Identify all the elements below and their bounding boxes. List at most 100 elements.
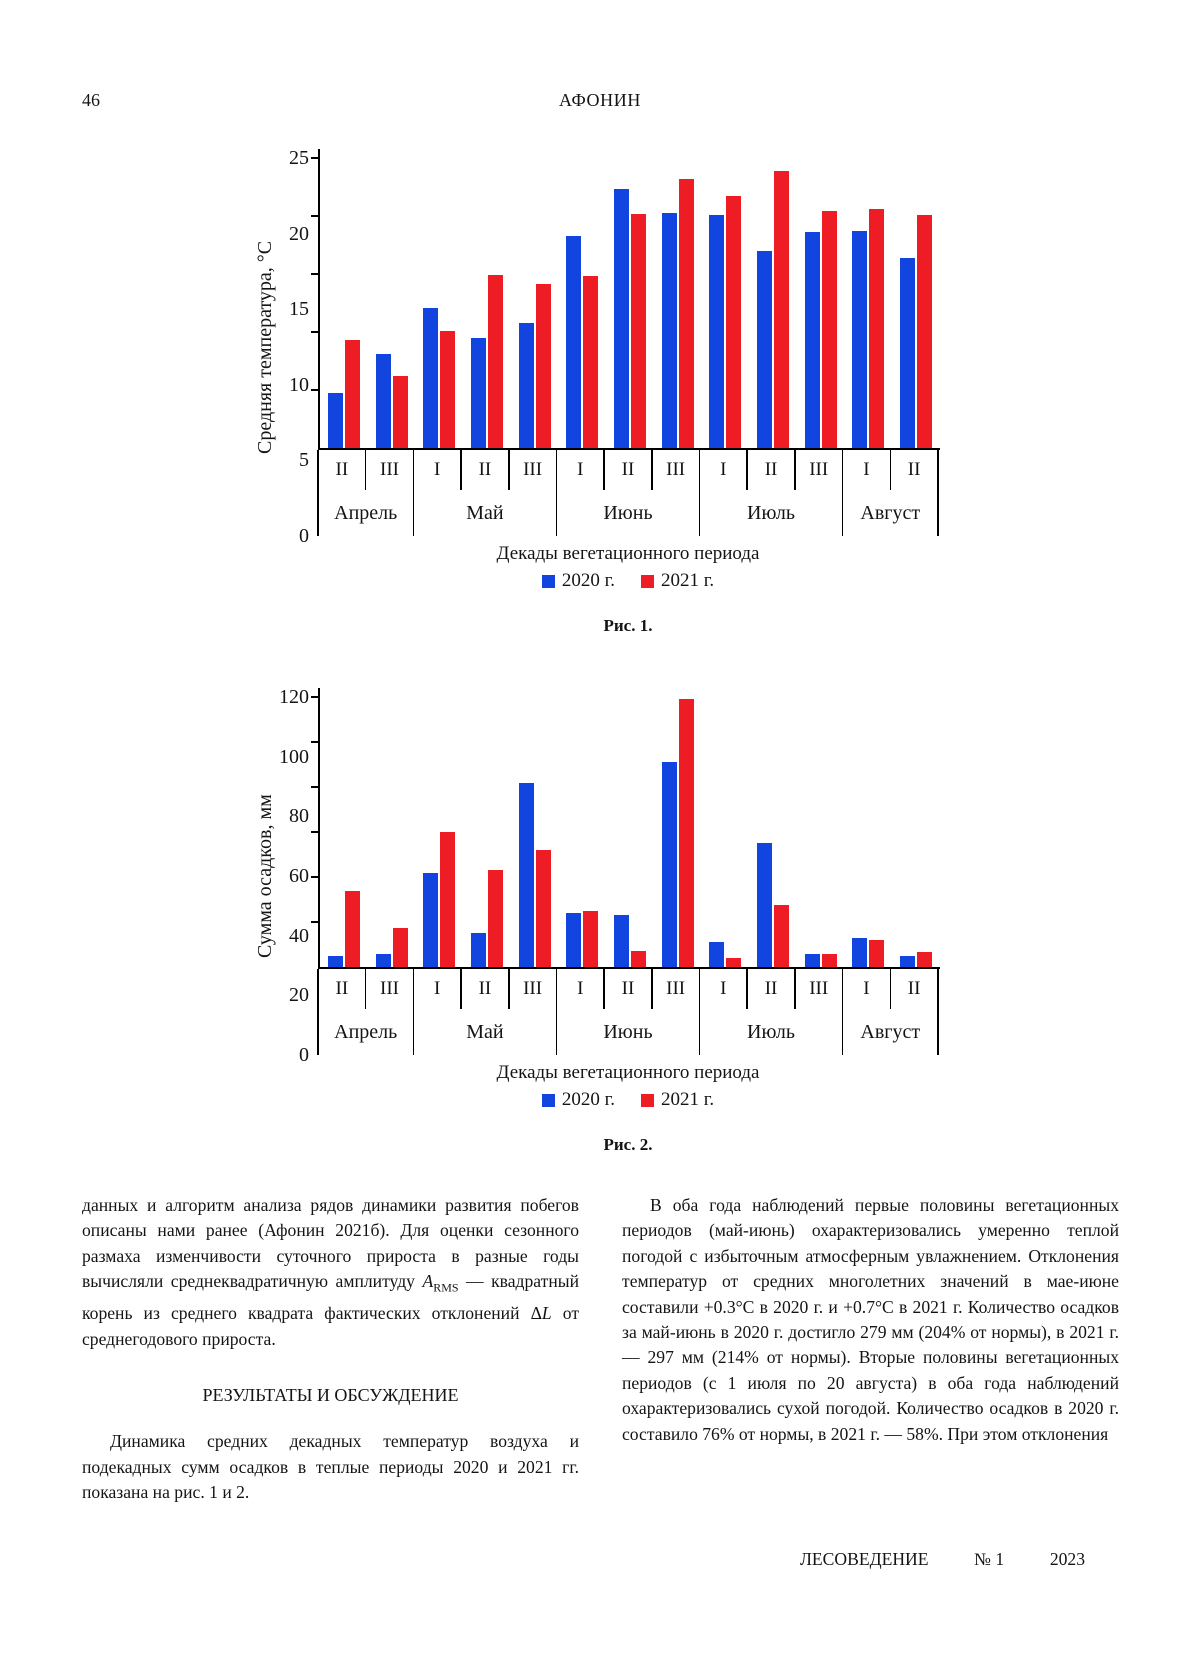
decade-label: III (666, 459, 686, 480)
paragraph-weather: В оба года наблюдений первые половины ве… (622, 1195, 1119, 1444)
month-separator (317, 450, 319, 536)
y-tick-mark (311, 215, 320, 217)
month-separator (698, 969, 701, 1055)
y-tick-mark (311, 696, 320, 698)
month-separator (937, 450, 939, 536)
bar-2020 (613, 189, 629, 448)
y-tick-label: 0 (299, 525, 309, 547)
bar-2020 (518, 322, 534, 448)
bar-2021 (344, 340, 360, 448)
text-segment: от среднегодового прироста. (82, 1303, 580, 1349)
decade-separator (508, 969, 510, 1009)
bar-2020 (804, 232, 820, 448)
decade-label: III (809, 978, 829, 999)
bar-2020 (709, 214, 725, 448)
bar-2021 (869, 209, 885, 448)
decade-label: I (434, 978, 441, 999)
month-label: Апрель (334, 501, 398, 524)
decade-label: II (335, 978, 349, 999)
decade-separator (889, 450, 892, 490)
legend-label: 2021 г. (661, 1089, 715, 1110)
legend-swatch-2021 (641, 1093, 654, 1107)
bar-2020 (757, 250, 773, 448)
decade-label: II (621, 459, 635, 480)
legend-item: 2021 г. (641, 1089, 714, 1111)
decade-separator (746, 969, 748, 1009)
bar-2021 (583, 910, 599, 967)
bar-2020 (327, 393, 343, 448)
y-axis-line (318, 688, 320, 697)
bar-group (892, 697, 940, 967)
legend-item: 2021 г. (641, 570, 714, 592)
legend-label: 2021 г. (661, 570, 715, 591)
figure-caption: Рис. 1. (603, 616, 653, 635)
month-separator (698, 450, 701, 536)
bar-group (511, 697, 559, 967)
bar-group (654, 158, 702, 448)
text-segment: L (541, 1303, 552, 1324)
decade-separator (794, 450, 796, 490)
month-separator (555, 969, 558, 1055)
x-axis-title: Декады вегетационного периода (496, 543, 760, 564)
decade-label: III (809, 459, 829, 480)
bar-group (749, 158, 797, 448)
bar-group (320, 158, 368, 448)
bar-2021 (392, 927, 408, 967)
text-segment: A (422, 1271, 434, 1292)
bar-2021 (392, 376, 408, 448)
decade-label: II (478, 459, 492, 480)
y-tick-label: 5 (299, 449, 309, 472)
decade-separator (460, 450, 462, 490)
month-separator (841, 450, 844, 536)
bar-2020 (900, 955, 916, 967)
month-label: Август (860, 1020, 921, 1043)
y-tick-label: 20 (289, 222, 309, 245)
month-separator (412, 969, 415, 1055)
bar-group (368, 158, 416, 448)
text-segment: — квадратный корень из среднего квадрата… (82, 1271, 579, 1324)
bar-2020 (852, 937, 868, 967)
footer-year: 2023 (1049, 1549, 1085, 1569)
x-axis-band: II III I II III I II III I II III I II Апрель Май Июнь… (317, 450, 939, 536)
month-label: Июль (747, 1020, 796, 1043)
decade-separator (364, 969, 367, 1009)
y-axis-line (318, 149, 320, 158)
footer-issue: № 1 (974, 1549, 1005, 1569)
bar-group (892, 158, 940, 448)
decades-row: II III I II III I II III I II III I II (318, 969, 938, 1009)
x-axis-band: II III I II III I II III I II III I II Апрель Май Июнь… (317, 969, 939, 1055)
decade-label: II (764, 978, 778, 999)
bar-group (749, 697, 797, 967)
y-tick-label: 60 (289, 865, 309, 887)
y-tick-mark (311, 786, 320, 788)
month-separator (317, 969, 319, 1055)
month-separator (412, 450, 415, 536)
decade-label: I (863, 459, 870, 480)
decade-label: II (621, 978, 635, 999)
decade-label: II (907, 978, 921, 999)
y-tick-label: 80 (289, 805, 309, 828)
decade-label: II (478, 978, 492, 999)
paragraph-methods: данных и алгоритм анализа рядов динамики… (82, 1193, 579, 1352)
bar-2021 (630, 213, 646, 448)
bar-2020 (900, 257, 916, 448)
decade-label: II (335, 459, 349, 480)
decade-separator (603, 969, 605, 1009)
decade-label: I (863, 978, 870, 999)
bar-2020 (804, 953, 820, 967)
bar-2020 (613, 915, 629, 967)
bar-2020 (375, 953, 391, 967)
decade-label: III (380, 978, 400, 999)
bar-2020 (375, 354, 391, 448)
y-tick-mark (311, 921, 320, 923)
paragraph-results-intro: Динамика средних декадных температур воз… (82, 1431, 579, 1503)
bar-2021 (821, 211, 837, 448)
month-label: Апрель (334, 1020, 398, 1043)
bar-2020 (423, 307, 439, 448)
bar-2021 (535, 284, 551, 448)
decade-label: I (577, 459, 584, 480)
decade-separator (508, 450, 510, 490)
decade-label: I (434, 459, 441, 480)
decade-separator (364, 450, 367, 490)
